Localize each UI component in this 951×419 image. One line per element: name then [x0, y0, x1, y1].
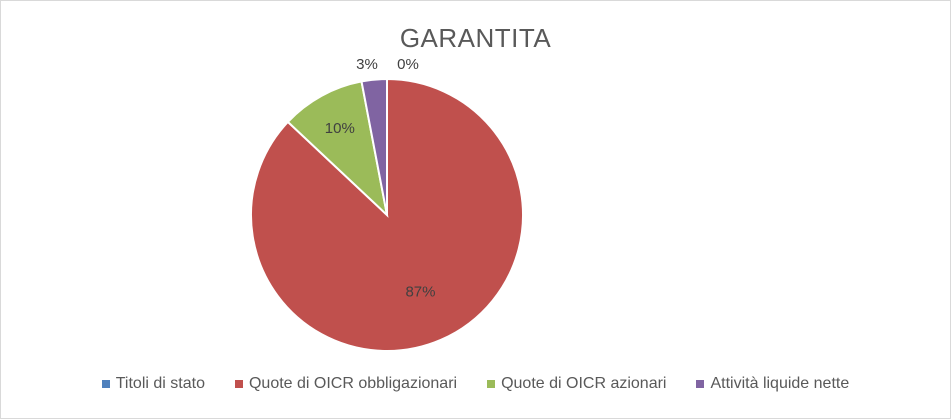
pie-slice-3 [360, 77, 388, 216]
pie-data-labels: 0% 87% 10% 3% [325, 56, 436, 300]
legend-item-quote-oicr-azionari: Quote di OICR azionari [487, 375, 666, 393]
pie-slices [250, 77, 524, 352]
legend-swatch [487, 380, 496, 388]
legend-swatch [101, 380, 110, 388]
legend-label: Titoli di stato [115, 375, 205, 392]
chart-legend: Titoli di stato Quote di OICR obbligazio… [1, 375, 950, 393]
legend-swatch [234, 380, 243, 388]
legend-item-titoli-di-stato: Titoli di stato [101, 375, 205, 393]
legend-label: Quote di OICR azionari [501, 375, 667, 392]
pie-data-label-0: 0% [397, 56, 419, 73]
legend-label: Quote di OICR obbligazionari [248, 375, 458, 392]
legend-label: Attività liquide nette [710, 375, 850, 392]
legend-swatch [696, 380, 705, 388]
pie-data-label-3: 3% [356, 56, 378, 73]
legend-item-attivita-liquide-nette: Attività liquide nette [696, 375, 849, 393]
pie-data-label-1: 87% [405, 283, 435, 300]
chart-title: GARANTITA [399, 23, 552, 53]
pie-data-label-2: 10% [325, 120, 355, 137]
pie-slice-2 [286, 80, 389, 218]
legend-item-quote-oicr-obbligazionari: Quote di OICR obbligazionari [234, 375, 458, 393]
